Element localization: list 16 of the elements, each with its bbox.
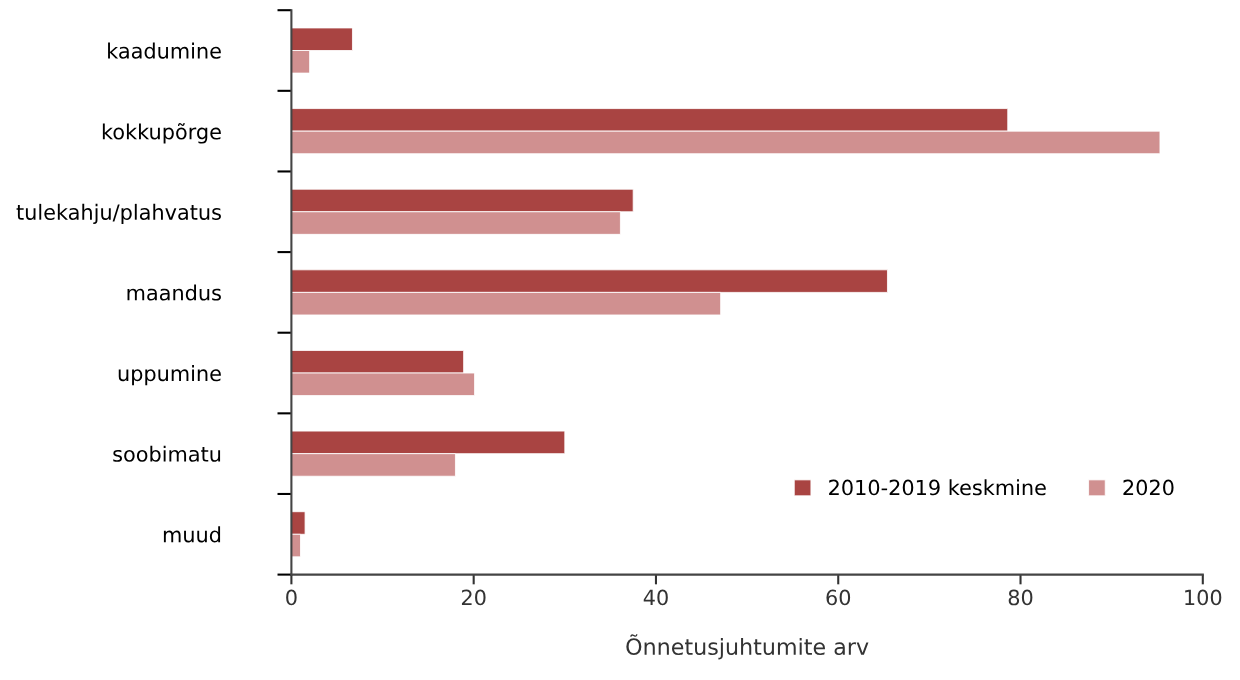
y-tick-label: kokkupõrge [102,123,221,144]
legend-label: 2010-2019 keskmine [829,479,1046,496]
y-tick-label: muud [163,526,221,543]
y-tick-label: kaadumine [108,42,221,59]
x-axis-title: Õnnetusjuhtumite arv [626,634,869,660]
y-tick-label: maandus [127,284,221,301]
y-tick-label: soobimatu [113,445,221,462]
x-tick-label: 20 [461,589,486,606]
x-tick-label: 0 [286,589,297,606]
legend-label: 2020 [1123,479,1174,496]
x-tick-label: 60 [826,589,851,606]
x-tick-label: 40 [643,589,668,606]
x-tick-label: 100 [1185,589,1222,606]
y-tick-label: tulekahju/plahvatus [16,203,221,225]
x-tick-label: 80 [1008,589,1033,606]
y-tick-label: uppumine [118,365,221,386]
